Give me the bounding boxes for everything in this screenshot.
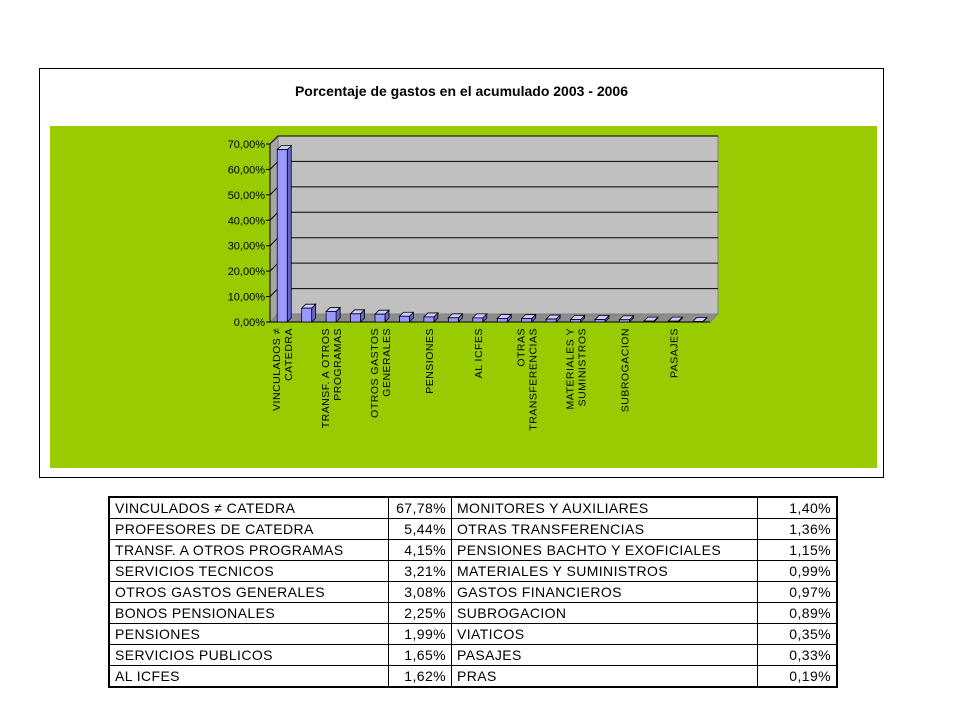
x-category-label: PROGRAMAS	[332, 328, 344, 401]
x-category-label: CATEDRA	[283, 328, 295, 381]
left-name-cell: AL ICFES	[108, 665, 389, 688]
right-value-cell: 1,36%	[757, 518, 838, 540]
x-category-label: SUMINISTROS	[577, 328, 589, 406]
right-name-cell: OTRAS TRANSFERENCIAS	[451, 518, 758, 540]
chart-frame: Porcentaje de gastos en el acumulado 200…	[39, 68, 884, 478]
x-category-label: PENSIONES	[424, 328, 436, 394]
x-category-label: VINCULADOS ≠	[271, 328, 283, 411]
table-row: AL ICFES 1,62% PRAS 0,19%	[108, 665, 838, 688]
left-name-cell: BONOS PENSIONALES	[108, 602, 389, 624]
bar	[691, 316, 708, 323]
x-category-label: PASAJES	[668, 328, 680, 378]
right-value-cell: 0,97%	[757, 581, 838, 603]
x-category-label: TRANSFERENCIAS	[528, 328, 540, 431]
bar	[642, 316, 659, 323]
right-name-cell: SUBROGACION	[451, 602, 758, 624]
y-tick-label: 40,00%	[228, 215, 266, 227]
left-value-cell: 5,44%	[388, 518, 452, 540]
bar	[300, 303, 317, 323]
left-value-cell: 4,15%	[388, 539, 452, 561]
left-value-cell: 1,65%	[388, 644, 452, 666]
bar	[618, 314, 635, 323]
right-value-cell: 0,99%	[757, 560, 838, 582]
bar	[569, 314, 586, 323]
bar	[325, 306, 342, 323]
right-value-cell: 1,40%	[757, 496, 838, 519]
right-name-cell: PENSIONES BACHTO Y EXOFICIALES	[451, 539, 758, 561]
right-name-cell: VIATICOS	[451, 623, 758, 645]
table-row: VINCULADOS ≠ CATEDRA 67,78% MONITORES Y AU…	[108, 496, 838, 519]
bar	[374, 309, 390, 323]
y-tick-label: 10,00%	[228, 292, 266, 304]
expenses-table: VINCULADOS ≠ CATEDRA 67,78% MONITORES Y AU…	[108, 496, 838, 688]
left-name-cell: TRANSF. A OTROS PROGRAMAS	[108, 539, 389, 561]
bar	[496, 313, 513, 323]
table-row: SERVICIOS PUBLICOS 1,65% PASAJES 0,33%	[108, 644, 838, 666]
table-row: SERVICIOS TECNICOS 3,21% MATERIALES Y SUMI…	[108, 560, 838, 582]
bar-chart: 0,00% 10,00% 20,00% 30,00% 40,00% 50,00% 60,00…	[50, 126, 877, 468]
y-tick-label: 70,00%	[228, 139, 266, 151]
left-name-cell: PROFESORES DE CATEDRA	[108, 518, 389, 540]
x-category-label: OTROS GASTOS	[369, 328, 381, 418]
chart-title: Porcentaje de gastos en el acumulado 200…	[294, 83, 629, 99]
bar	[447, 312, 464, 323]
bar	[594, 314, 610, 323]
right-value-cell: 0,89%	[757, 602, 838, 624]
y-tick-label: 60,00%	[228, 164, 266, 176]
left-name-cell: OTROS GASTOS GENERALES	[108, 581, 389, 603]
x-category-label: AL ICFES	[473, 328, 485, 378]
right-name-cell: PASAJES	[451, 644, 758, 666]
x-category-label: GENERALES	[381, 328, 393, 397]
x-category-label: MATERIALES Y	[565, 328, 577, 409]
y-tick-label: 50,00%	[228, 190, 266, 202]
bar	[349, 308, 366, 323]
bar	[545, 314, 562, 323]
bar	[520, 313, 537, 323]
right-name-cell: PRAS	[451, 665, 758, 688]
y-tick-label: 0,00%	[234, 317, 265, 329]
bar	[398, 311, 415, 323]
right-value-cell: 0,33%	[757, 644, 838, 666]
left-value-cell: 1,62%	[388, 665, 452, 688]
right-value-cell: 0,19%	[757, 665, 838, 688]
x-category-label: TRANSF. A OTROS	[320, 328, 332, 428]
left-value-cell: 2,25%	[388, 602, 452, 624]
table-row: PROFESORES DE CATEDRA 5,44% OTRAS TRANSFER…	[108, 518, 838, 540]
left-value-cell: 3,21%	[388, 560, 452, 582]
left-name-cell: SERVICIOS PUBLICOS	[108, 644, 389, 666]
bar	[276, 144, 293, 323]
y-tick-label: 20,00%	[228, 266, 266, 278]
bar	[422, 311, 439, 323]
right-name-cell: MATERIALES Y SUMINISTROS	[451, 560, 758, 582]
left-value-cell: 3,08%	[388, 581, 452, 603]
table-row: BONOS PENSIONALES 2,25% SUBROGACION 0,89%	[108, 602, 838, 624]
gridline	[269, 135, 718, 145]
side-wall	[269, 134, 279, 324]
right-name-cell: MONITORES Y AUXILIARES	[451, 496, 758, 519]
table-row: PENSIONES 1,99% VIATICOS 0,35%	[108, 623, 838, 645]
bar	[471, 312, 488, 323]
y-tick-label: 30,00%	[228, 241, 266, 253]
bar	[667, 316, 684, 323]
table-row: OTROS GASTOS GENERALES 3,08% GASTOS FINANC…	[108, 581, 838, 603]
right-name-cell: GASTOS FINANCIEROS	[451, 581, 758, 603]
left-name-cell: SERVICIOS TECNICOS	[108, 560, 389, 582]
x-category-label: OTRAS	[516, 328, 528, 367]
left-name-cell: PENSIONES	[108, 623, 389, 645]
left-name-cell: VINCULADOS ≠ CATEDRA	[108, 496, 389, 519]
back-wall	[277, 135, 719, 315]
table-row: TRANSF. A OTROS PROGRAMAS 4,15% PENSIONES …	[108, 539, 838, 561]
left-value-cell: 1,99%	[388, 623, 452, 645]
left-value-cell: 67,78%	[388, 496, 452, 519]
right-value-cell: 1,15%	[757, 539, 838, 561]
x-category-label: SUBROGACION	[619, 328, 631, 412]
right-value-cell: 0,35%	[757, 623, 838, 645]
